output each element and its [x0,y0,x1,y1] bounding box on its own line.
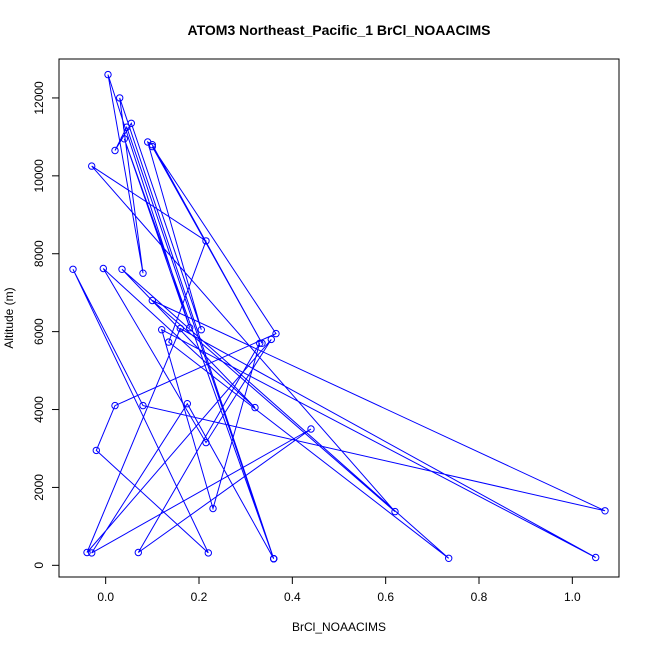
data-point [183,400,192,408]
plot-frame [58,58,620,578]
y-axis: 0 2000 4000 6000 8000 10000 12000 [32,81,60,569]
data-point [139,401,147,410]
data-point [158,326,166,334]
data-point [204,549,213,557]
data-point [258,339,266,347]
data-point [92,446,101,455]
data-point [270,555,278,563]
x-tick-label: 0.8 [471,590,488,604]
series-line [72,74,606,559]
data-point [202,237,210,245]
y-tick-label: 2000 [32,474,46,501]
data-point [116,94,124,102]
data-point [139,269,147,277]
data-point [307,425,315,433]
data-point [123,123,131,131]
x-axis: 0.0 0.2 0.4 0.6 0.8 1.0 [97,576,581,604]
x-tick-label: 0.2 [191,590,208,604]
data-point [267,335,275,344]
x-axis-label: BrCl_NOAACIMS [292,620,386,634]
y-tick-label: 0 [32,562,46,569]
data-point [209,504,217,513]
data-point [120,135,129,143]
data-point [391,507,399,516]
data-point [186,324,194,332]
data-point [111,401,119,410]
y-tick-label: 10000 [32,159,46,193]
data-point [88,549,96,557]
chart-title: ATOM3 Northeast_Pacific_1 BrCl_NOAACIMS [188,22,491,38]
data-point [176,324,185,333]
data-point [118,265,126,273]
data-point [592,553,600,562]
data-point [127,119,136,128]
series-layer [69,70,609,563]
data-point [69,265,77,273]
x-tick-label: 0.6 [377,590,394,604]
data-point [134,548,143,557]
y-tick-label: 4000 [32,396,46,423]
data-point [272,329,280,338]
data-point [88,162,96,170]
data-point [83,548,91,557]
x-tick-label: 0.0 [97,590,114,604]
y-tick-label: 12000 [32,81,46,115]
x-tick-label: 1.0 [564,590,581,604]
data-point [99,264,108,273]
data-point [104,70,112,79]
data-point [601,507,609,515]
data-point [148,142,157,151]
data-point [148,141,157,149]
data-point [148,296,157,305]
data-point [251,403,259,412]
y-tick-label: 6000 [32,318,46,345]
data-point [111,146,119,155]
y-tick-label: 8000 [32,240,46,267]
data-point [165,338,173,346]
data-point [202,438,210,447]
x-tick-label: 0.4 [284,590,301,604]
data-point [256,339,264,347]
y-axis-label: Altitude (m) [2,287,16,348]
data-point [197,326,206,334]
data-point [445,554,453,562]
